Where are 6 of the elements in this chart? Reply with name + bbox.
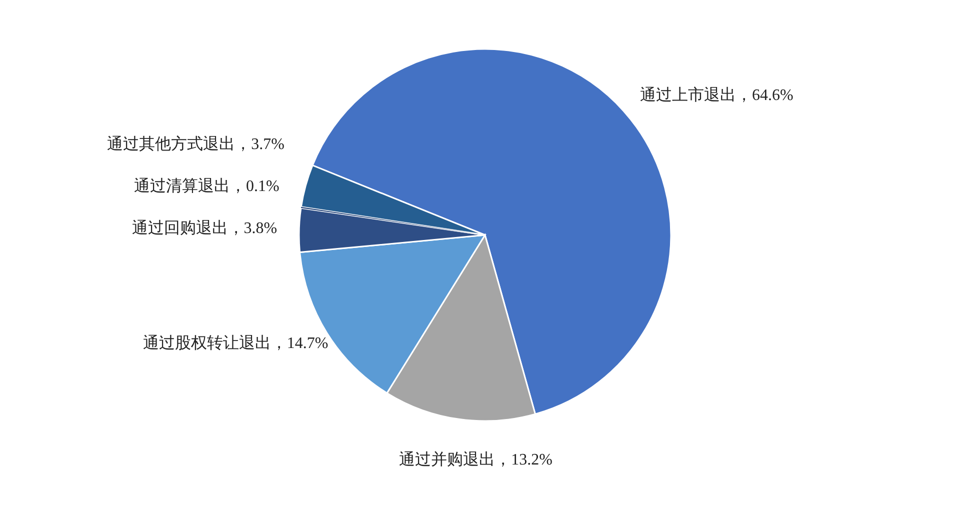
slice-label: 通过清算退出，0.1%: [134, 177, 280, 196]
slice-label: 通过其他方式退出，3.7%: [107, 135, 284, 154]
slice-label: 通过股权转让退出，14.7%: [142, 334, 328, 352]
slice-label: 通过上市退出，64.6%: [640, 86, 794, 104]
slice-label: 通过并购退出，13.2%: [399, 450, 552, 469]
slice-label: 通过回购退出，3.8%: [132, 219, 278, 238]
